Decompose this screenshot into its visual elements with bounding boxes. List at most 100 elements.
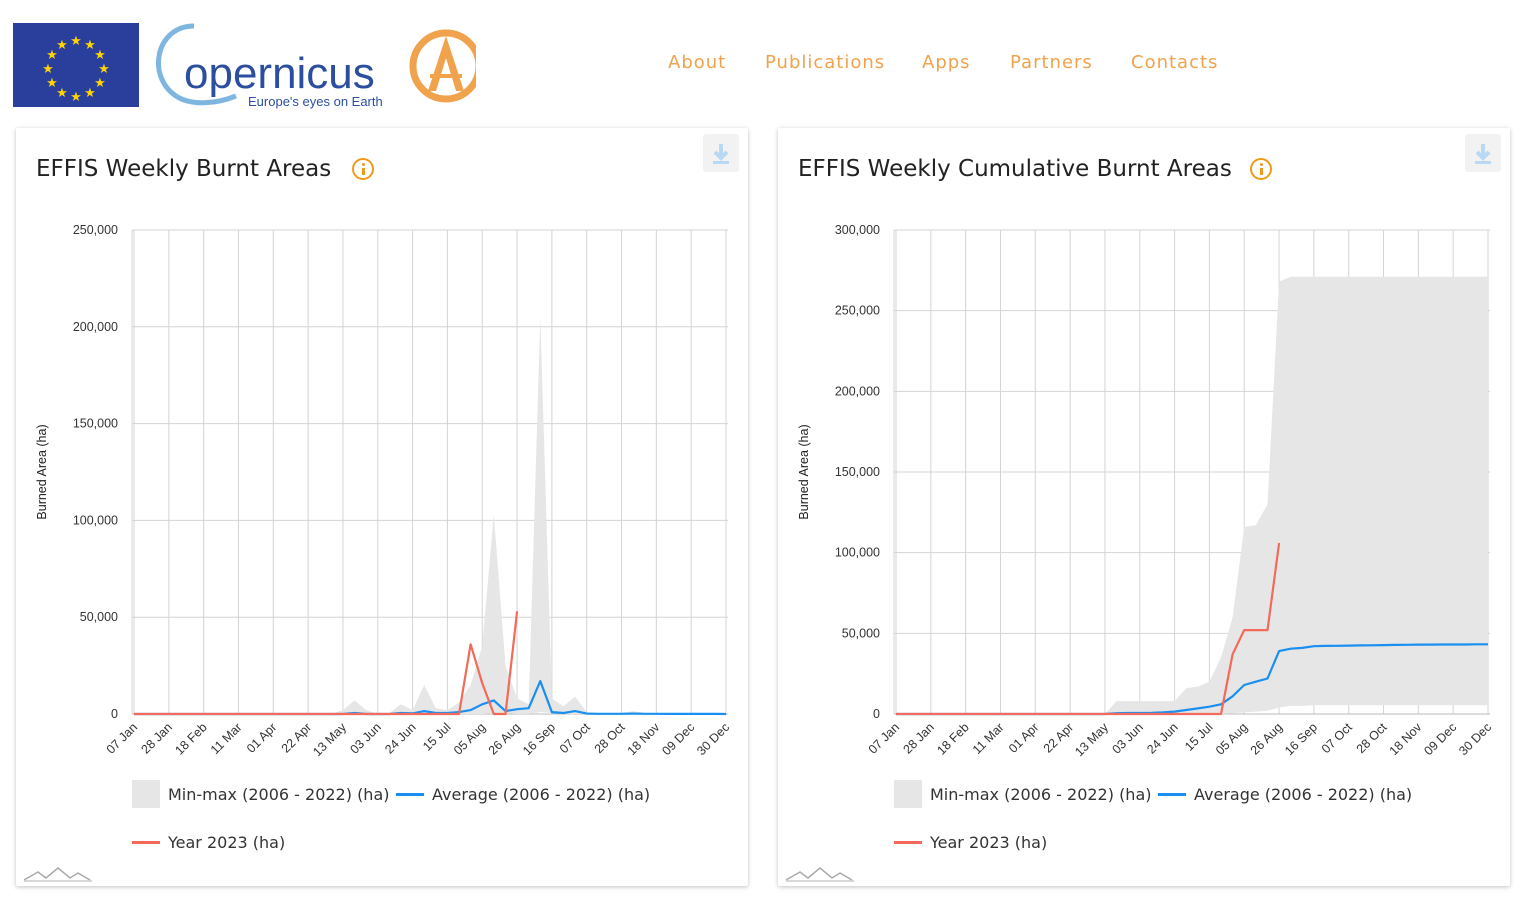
x-tick-label: 09 Dec [1421, 720, 1459, 758]
svg-text:★: ★ [94, 47, 106, 62]
nav-contacts[interactable]: Contacts [1131, 52, 1219, 73]
svg-text:★: ★ [94, 75, 106, 90]
x-tick-label: 01 Apr [1006, 720, 1041, 755]
legend-swatch-line [396, 793, 424, 796]
x-tick-label: 22 Apr [1041, 720, 1076, 755]
x-tick-label: 30 Dec [694, 720, 732, 758]
nav-partners[interactable]: Partners [1010, 52, 1093, 73]
y-tick-label: 150,000 [73, 417, 118, 431]
y-tick-label: 0 [873, 707, 880, 721]
info-icon[interactable] [352, 158, 374, 180]
svg-text:★: ★ [46, 47, 58, 62]
x-tick-label: 28 Jan [901, 720, 937, 756]
x-tick-label: 07 Jan [104, 720, 140, 756]
x-tick-label: 26 Aug [1248, 720, 1285, 757]
svg-text:★: ★ [84, 37, 96, 52]
card-title: EFFIS Weekly Cumulative Burnt Areas [798, 156, 1232, 182]
x-tick-label: 07 Oct [557, 720, 593, 756]
mountain-icon [24, 867, 92, 882]
y-tick-label: 100,000 [835, 546, 880, 560]
x-tick-label: 18 Feb [934, 720, 971, 757]
x-tick-label: 07 Oct [1319, 720, 1355, 756]
download-button[interactable] [1465, 134, 1501, 172]
mountain-icon [786, 867, 854, 882]
svg-text:★: ★ [70, 89, 82, 104]
y-tick-label: 300,000 [835, 223, 880, 237]
download-icon [713, 144, 729, 164]
x-tick-label: 28 Jan [139, 720, 175, 756]
x-tick-label: 26 Aug [486, 720, 523, 757]
x-tick-label: 13 May [1072, 720, 1111, 759]
y-tick-label: 50,000 [842, 626, 880, 640]
x-tick-label: 01 Apr [244, 720, 279, 755]
x-tick-label: 18 Feb [172, 720, 209, 757]
copernicus-logo[interactable]: opernicus Europe's eyes on Earth [146, 16, 483, 116]
svg-text:★: ★ [56, 85, 68, 100]
legend-label: Year 2023 (ha) [168, 833, 286, 852]
y-tick-label: 200,000 [73, 320, 118, 334]
cumulative-burnt-card: EFFIS Weekly Cumulative Burnt Areas 0 50,… [778, 128, 1510, 886]
download-button[interactable] [703, 134, 739, 172]
cumulative-burnt-chart: 0 50,000 100,000 150,000 200,000 250,000 300,0… [797, 223, 1494, 759]
y-tick-label: 250,000 [73, 223, 118, 237]
legend-label: Average (2006 - 2022) (ha) [432, 785, 651, 804]
y-tick-label: 50,000 [80, 610, 118, 624]
y-tick-label: 200,000 [835, 384, 880, 398]
x-tick-label: 24 Jun [382, 720, 418, 756]
y-axis-title: Burned Area (ha) [35, 424, 49, 519]
x-tick-label: 13 May [310, 720, 349, 759]
eu-flag-logo: ★ ★ ★ ★ ★ ★ ★ ★ ★ ★ ★ ★ [13, 23, 139, 107]
legend-label: Average (2006 - 2022) (ha) [1194, 785, 1413, 804]
x-tick-label: 24 Jun [1144, 720, 1180, 756]
logo-arc-icon [155, 23, 237, 106]
x-tick-label: 07 Jan [866, 720, 902, 756]
nav-publications[interactable]: Publications [765, 52, 886, 73]
x-tick-label: 22 Apr [279, 720, 314, 755]
svg-text:★: ★ [42, 61, 54, 76]
nav-about[interactable]: About [668, 52, 727, 73]
year-2023-series-line [896, 542, 1281, 716]
svg-text:★: ★ [84, 85, 96, 100]
x-tick-label: 28 Oct [1354, 720, 1390, 756]
x-tick-label: 15 Jul [420, 720, 453, 753]
year-2023-series-line [134, 611, 519, 716]
weekly-burnt-card: EFFIS Weekly Burnt Areas 0 50,000 100,000 1… [16, 128, 748, 886]
x-tick-label: 18 Nov [1387, 720, 1425, 758]
y-tick-label: 100,000 [73, 513, 118, 527]
eu-stars-icon: ★ ★ ★ ★ ★ ★ ★ ★ ★ ★ ★ ★ [42, 33, 110, 104]
x-tick-label: 28 Oct [592, 720, 628, 756]
x-tick-label: 09 Dec [659, 720, 697, 758]
x-tick-label: 11 Mar [208, 720, 245, 757]
y-axis-title: Burned Area (ha) [797, 424, 811, 519]
x-tick-label: 30 Dec [1456, 720, 1494, 758]
legend-label: Min-max (2006 - 2022) (ha) [168, 785, 390, 804]
info-icon[interactable] [1250, 158, 1272, 180]
logo-subtitle: Europe's eyes on Earth [248, 94, 383, 109]
card-title: EFFIS Weekly Burnt Areas [36, 156, 332, 182]
x-tick-label: 15 Jul [1182, 720, 1215, 753]
top-header: ★ ★ ★ ★ ★ ★ ★ ★ ★ ★ ★ ★ opernicus Europe… [0, 0, 1524, 124]
y-tick-label: 150,000 [835, 465, 880, 479]
minmax-range-area [896, 276, 1488, 714]
legend-swatch-line [894, 841, 922, 844]
x-tick-label: 05 Aug [451, 720, 488, 757]
y-tick-label: 0 [111, 707, 118, 721]
legend-swatch-area [132, 780, 160, 808]
logo-text: opernicus [184, 49, 375, 98]
download-icon [1475, 144, 1491, 164]
legend-label: Year 2023 (ha) [930, 833, 1048, 852]
x-tick-label: 05 Aug [1213, 720, 1250, 757]
svg-text:★: ★ [70, 33, 82, 48]
x-tick-label: 18 Nov [625, 720, 663, 758]
svg-text:★: ★ [56, 37, 68, 52]
minmax-range-area [134, 317, 726, 714]
svg-text:★: ★ [46, 75, 58, 90]
weekly-burnt-chart: 0 50,000 100,000 150,000 200,000 250,000 07 Ja… [35, 223, 732, 759]
x-tick-label: 16 Sep [520, 720, 558, 758]
legend-swatch-line [1158, 793, 1186, 796]
nav-apps[interactable]: Apps [922, 52, 971, 73]
y-tick-label: 250,000 [835, 304, 880, 318]
legend-swatch-area [894, 780, 922, 808]
x-tick-label: 16 Sep [1282, 720, 1320, 758]
legend-swatch-line [132, 841, 160, 844]
